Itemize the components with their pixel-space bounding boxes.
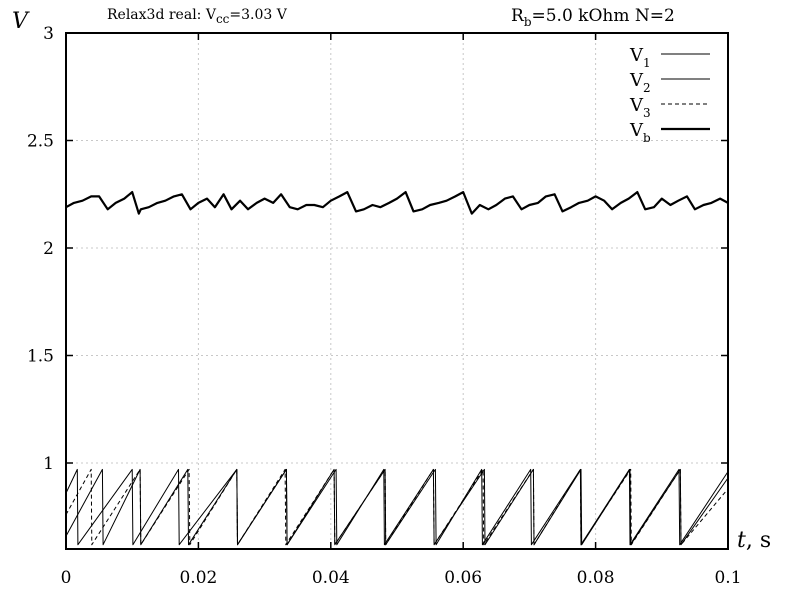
series-line-v3 bbox=[65, 468, 729, 546]
tick-labels: 0 0.02 0.04 0.06 0.08 0.1 1 1.5 2 2.5 3 bbox=[27, 24, 742, 588]
x-tick-label: 0.1 bbox=[714, 568, 741, 588]
y-axis-label: V bbox=[12, 9, 30, 34]
series-line-vb bbox=[65, 191, 729, 215]
chart-title-right: Rb=5.0 kOhm N=2 bbox=[511, 6, 675, 29]
x-tick-label: 0.06 bbox=[444, 568, 482, 588]
series-layer bbox=[65, 191, 729, 546]
legend-label-v2: V2 bbox=[629, 70, 651, 95]
y-tick-label: 1.5 bbox=[27, 347, 54, 367]
y-tick-label: 2.5 bbox=[27, 132, 54, 152]
series-line-v2 bbox=[65, 468, 729, 546]
plot-frame bbox=[65, 32, 729, 550]
legend-label-v1: V1 bbox=[629, 45, 651, 70]
y-tick-label: 1 bbox=[43, 454, 54, 474]
x-tick-label: 0.08 bbox=[577, 568, 615, 588]
tick-marks bbox=[65, 32, 729, 549]
y-tick-label: 2 bbox=[43, 239, 54, 259]
legend-label-v3: V3 bbox=[629, 95, 651, 120]
grid-lines bbox=[66, 33, 728, 549]
x-tick-label: 0.04 bbox=[312, 568, 350, 588]
x-axis-label: t, s bbox=[737, 528, 771, 553]
x-tick-label: 0 bbox=[61, 568, 72, 588]
legend-label-vb: Vb bbox=[629, 120, 651, 145]
x-tick-label: 0.02 bbox=[179, 568, 217, 588]
y-tick-label: 3 bbox=[43, 24, 54, 44]
chart-title-left: Relax3d real: Vcc=3.03 V bbox=[107, 7, 288, 26]
